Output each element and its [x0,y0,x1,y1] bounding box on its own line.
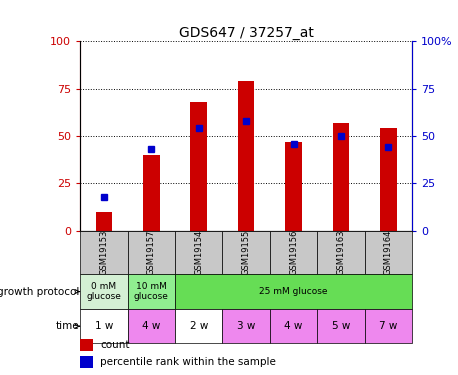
Text: 4 w: 4 w [142,321,160,331]
Bar [238,81,255,231]
Text: 25 mM glucose: 25 mM glucose [259,287,328,296]
Bar [317,309,365,343]
Bar [223,309,270,343]
Text: 7 w: 7 w [379,321,398,331]
Text: 10 mM
glucose: 10 mM glucose [134,282,169,301]
Bar [317,231,365,274]
Bar [128,231,175,274]
Bar [80,356,93,368]
Text: count: count [100,340,130,350]
Bar [365,231,412,274]
Bar [191,102,207,231]
Bar [175,309,223,343]
Title: GDS647 / 37257_at: GDS647 / 37257_at [179,26,314,40]
Bar [270,309,317,343]
Bar [175,274,412,309]
Text: GSM19156: GSM19156 [289,230,298,275]
Text: percentile rank within the sample: percentile rank within the sample [100,357,276,367]
Text: 4 w: 4 w [284,321,303,331]
Text: 0 mM
glucose: 0 mM glucose [87,282,121,301]
Bar [80,231,128,274]
Text: GSM19153: GSM19153 [99,230,109,275]
Text: GSM19154: GSM19154 [194,230,203,275]
Bar [270,231,317,274]
Bar [96,211,112,231]
Bar [285,142,302,231]
Bar [80,339,93,351]
Bar [80,309,128,343]
Text: 2 w: 2 w [190,321,208,331]
Bar [175,231,223,274]
Text: GSM19164: GSM19164 [384,230,393,275]
Text: growth protocol: growth protocol [0,286,79,297]
Bar [223,231,270,274]
Text: GSM19157: GSM19157 [147,230,156,275]
Bar [80,274,128,309]
Text: 3 w: 3 w [237,321,256,331]
Text: time: time [55,321,79,331]
Bar [128,309,175,343]
Text: 1 w: 1 w [95,321,113,331]
Bar [380,128,397,231]
Bar [365,309,412,343]
Text: 5 w: 5 w [332,321,350,331]
Bar [128,274,175,309]
Bar [143,155,159,231]
Text: GSM19155: GSM19155 [242,230,251,275]
Bar [333,123,349,231]
Text: GSM19163: GSM19163 [337,230,345,275]
